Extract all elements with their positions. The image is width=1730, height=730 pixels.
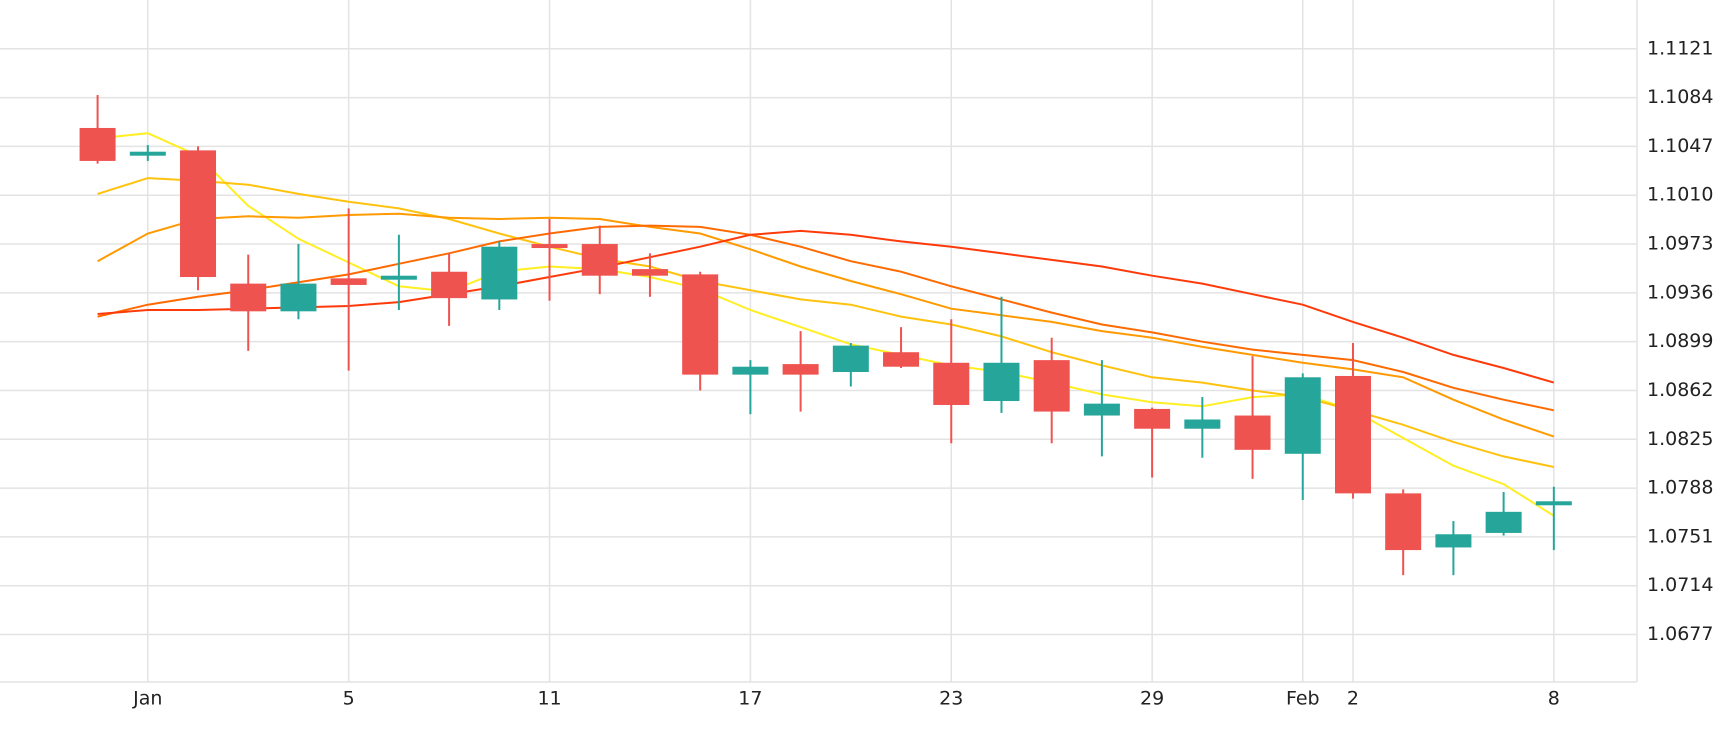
y-tick-label: 1.1010 xyxy=(1647,184,1713,206)
y-tick-label: 1.0714 xyxy=(1647,574,1713,596)
candle-body xyxy=(1083,403,1120,416)
y-tick-label: 1.0677 xyxy=(1647,623,1713,645)
x-tick-label: 11 xyxy=(537,688,561,710)
x-tick-label: 29 xyxy=(1140,688,1164,710)
x-tick-label: 23 xyxy=(939,688,963,710)
candle-body xyxy=(431,271,468,299)
y-tick-label: 1.0899 xyxy=(1647,330,1713,352)
candle-body xyxy=(732,366,769,375)
y-tick-label: 1.0788 xyxy=(1647,477,1713,499)
candle-body xyxy=(330,278,367,285)
candle-body xyxy=(1485,511,1522,533)
candle-body xyxy=(1535,501,1572,506)
y-tick-label: 1.0862 xyxy=(1647,379,1713,401)
candle-body xyxy=(1234,415,1271,450)
candle-body xyxy=(1033,360,1070,412)
moving-average-line xyxy=(97,224,1555,412)
moving-average-line xyxy=(97,212,1555,438)
x-tick-label: Feb xyxy=(1286,688,1320,710)
candle-body xyxy=(1334,375,1371,494)
candle-body xyxy=(180,150,217,278)
candle-body xyxy=(983,362,1020,402)
x-tick-label: 5 xyxy=(343,688,355,710)
x-tick-label: 17 xyxy=(738,688,762,710)
y-tick-label: 1.0973 xyxy=(1647,233,1713,255)
y-tick-label: 1.0751 xyxy=(1647,525,1713,547)
candle-body xyxy=(631,269,668,276)
x-tick-label: Jan xyxy=(132,688,162,710)
candle-body xyxy=(883,352,920,367)
candle-body xyxy=(933,362,970,405)
candle-body xyxy=(380,275,417,280)
candle-body xyxy=(129,151,166,156)
x-tick-label: 8 xyxy=(1548,688,1560,710)
y-tick-label: 1.1121 xyxy=(1647,37,1713,59)
y-tick-label: 1.0936 xyxy=(1647,281,1713,303)
candle-body xyxy=(581,244,618,276)
y-tick-label: 1.0825 xyxy=(1647,428,1713,450)
y-tick-label: 1.1047 xyxy=(1647,135,1713,157)
moving-average-line xyxy=(97,229,1555,384)
candle-body xyxy=(230,283,267,312)
candle-body xyxy=(1184,419,1221,429)
candle-body xyxy=(1385,493,1422,551)
candle-body xyxy=(682,274,719,375)
candle-body xyxy=(481,246,518,300)
candle-body xyxy=(79,127,116,161)
x-tick-label: 2 xyxy=(1347,688,1359,710)
candle-body xyxy=(1134,408,1171,429)
candle-body xyxy=(280,283,317,312)
candle-body xyxy=(1435,534,1472,548)
candle-body xyxy=(1284,377,1321,454)
y-tick-label: 1.1084 xyxy=(1647,86,1713,108)
candle-body xyxy=(531,244,568,249)
candle-body xyxy=(782,364,819,375)
candle-body xyxy=(832,345,869,372)
